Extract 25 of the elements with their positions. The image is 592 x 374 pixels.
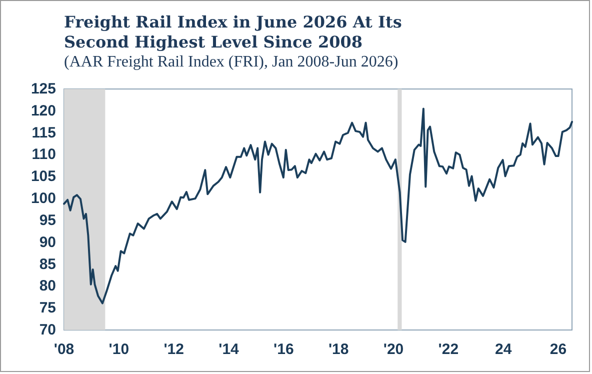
x-tick-label: 24	[495, 341, 512, 358]
y-tick-label: 75	[39, 300, 56, 317]
y-tick-label: 125	[30, 80, 56, 98]
x-tick-label: '10	[108, 341, 130, 358]
y-tick-label: 105	[30, 168, 56, 186]
y-tick-label: 120	[30, 102, 56, 120]
y-tick-label: 85	[39, 256, 56, 273]
y-tick-label: 115	[32, 124, 56, 142]
y-tick-label: 95	[39, 212, 56, 229]
y-tick-label: 90	[39, 234, 56, 251]
chart-title: Freight Rail Index in June 2026 At Its Second Highest Level Since 2008	[64, 12, 408, 52]
x-tick-label: '12	[164, 341, 184, 358]
y-tick-label: 100	[30, 190, 56, 208]
chart-subtitle: (AAR Freight Rail Index (FRI), Jan 2008-Jun 2026)	[64, 54, 398, 70]
x-tick-label: '08	[54, 341, 74, 358]
y-tick-label: 110	[32, 146, 56, 164]
y-tick-label: 70	[39, 322, 56, 338]
x-tick-label: '18	[328, 341, 349, 358]
x-tick-label: '20	[383, 341, 404, 358]
x-tick-label: '16	[274, 341, 294, 358]
x-tick-label: '14	[218, 341, 240, 358]
line-series	[63, 108, 573, 304]
x-tick-label: '22	[438, 341, 459, 358]
y-tick-label: 80	[39, 278, 56, 295]
x-tick-label: 26	[550, 341, 567, 358]
